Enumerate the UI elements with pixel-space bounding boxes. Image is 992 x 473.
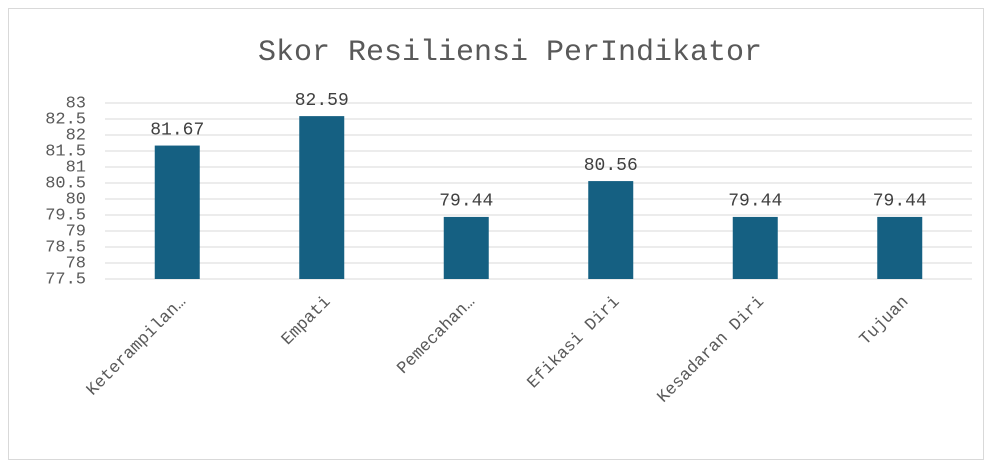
- y-tick-label: 78.5: [45, 238, 86, 257]
- y-tick-label: 81: [66, 158, 86, 177]
- chart-title: Skor Resiliensi PerIndikator: [258, 36, 762, 70]
- bar: [877, 216, 923, 279]
- y-tick-label: 80: [66, 190, 86, 209]
- y-tick-label: 78: [66, 254, 86, 273]
- bar: [588, 181, 634, 279]
- bar: [154, 145, 200, 279]
- bar: [299, 116, 345, 280]
- data-label: 82.59: [295, 91, 349, 111]
- y-tick-label: 79: [66, 222, 86, 241]
- y-tick-label: 83: [66, 94, 86, 113]
- data-label: 80.56: [584, 156, 638, 176]
- y-tick-label: 77.5: [45, 270, 86, 289]
- data-label: 81.67: [150, 120, 204, 140]
- y-tick-label: 80.5: [45, 174, 86, 193]
- bar: [732, 216, 778, 279]
- data-label: 79.44: [728, 192, 782, 212]
- y-tick-label: 82.5: [45, 110, 86, 129]
- y-tick-label: 82: [66, 126, 86, 145]
- bar: [443, 216, 489, 279]
- data-label: 79.44: [439, 192, 493, 212]
- data-label: 79.44: [873, 192, 927, 212]
- y-tick-label: 81.5: [45, 142, 86, 161]
- y-tick-label: 79.5: [45, 206, 86, 225]
